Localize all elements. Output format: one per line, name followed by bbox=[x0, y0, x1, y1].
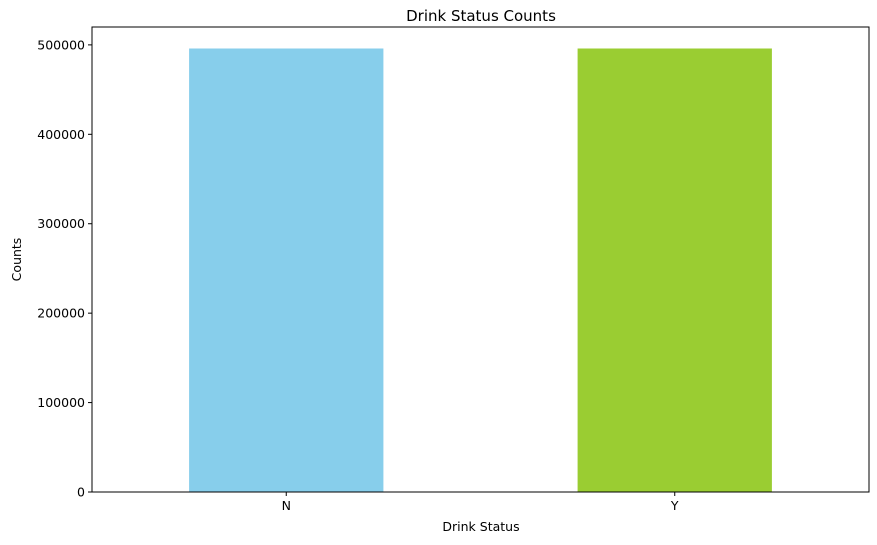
x-axis-label: Drink Status bbox=[442, 519, 519, 534]
bar-n bbox=[189, 48, 384, 492]
x-tick-label: N bbox=[282, 498, 291, 513]
y-tick-label: 300000 bbox=[37, 216, 85, 231]
chart-title: Drink Status Counts bbox=[406, 7, 556, 25]
y-axis-label: Counts bbox=[9, 238, 24, 282]
plot-frame bbox=[91, 26, 870, 493]
y-tick-label: 100000 bbox=[37, 395, 85, 410]
y-tick-label: 400000 bbox=[37, 127, 85, 142]
x-tick-label: Y bbox=[670, 498, 679, 513]
y-tick-label: 500000 bbox=[37, 37, 85, 52]
bars-group bbox=[189, 48, 772, 492]
y-tick-label: 200000 bbox=[37, 306, 85, 321]
bar-y bbox=[577, 48, 772, 492]
y-axis: 0 100000 200000 300000 400000 500000 bbox=[37, 37, 92, 500]
y-tick-label: 0 bbox=[77, 485, 85, 500]
